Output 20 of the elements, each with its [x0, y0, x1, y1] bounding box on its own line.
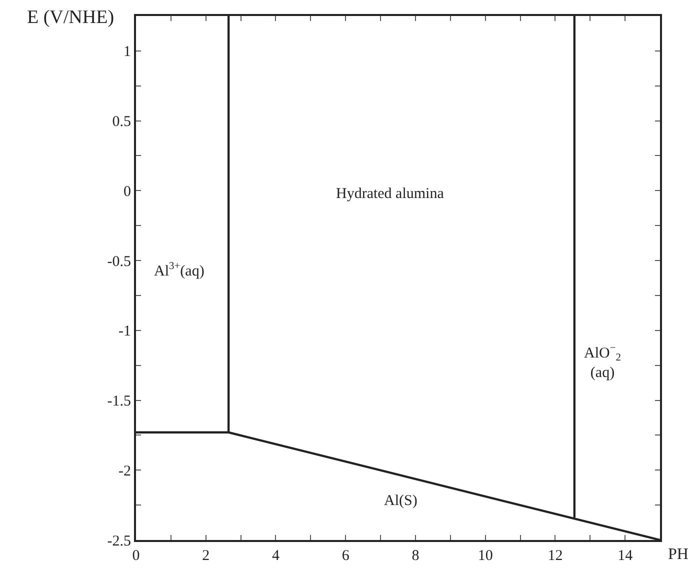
- y-tick-label: 0: [124, 184, 131, 200]
- x-axis-title: PH: [668, 546, 689, 563]
- annotation: Hydrated alumina: [336, 186, 444, 202]
- y-tick-label: -0.5: [107, 254, 131, 270]
- y-tick-label: -2.5: [107, 533, 131, 550]
- annotation: Al(S): [384, 493, 418, 509]
- annotation: Al$^{3+}$(aq): [154, 261, 204, 280]
- y-axis-title: E (V/NHE): [27, 7, 114, 28]
- x-tick-label: 10: [478, 548, 493, 564]
- y-tick-label: -1: [118, 324, 131, 340]
- x-tick-label: 12: [548, 548, 563, 564]
- y-tick-label: -1.5: [107, 394, 131, 410]
- x-tick-label: 14: [618, 548, 634, 564]
- x-tick-label: 2: [202, 548, 210, 564]
- y-tick-label: 0.5: [112, 114, 131, 130]
- x-tick-label: 4: [272, 548, 280, 564]
- y-tick-label: -2: [118, 463, 131, 480]
- x-tick-label: 6: [342, 548, 350, 564]
- y-tick-label: 1: [124, 44, 131, 60]
- x-tick-label: 8: [412, 548, 420, 564]
